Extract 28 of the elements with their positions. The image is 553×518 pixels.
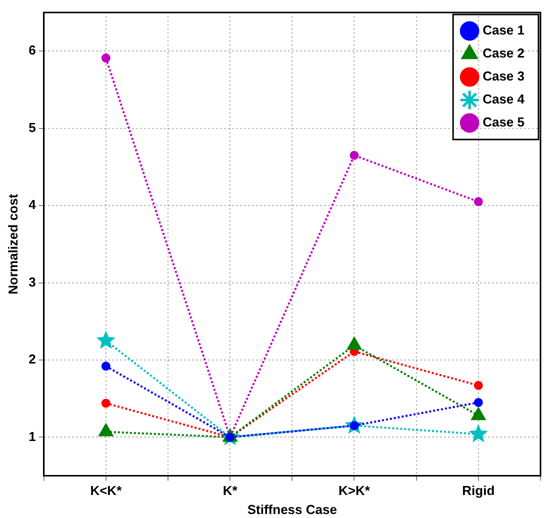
point [470, 407, 486, 420]
point [468, 424, 488, 442]
legend-label: Case 1 [482, 22, 524, 38]
y-tick-label: 3 [28, 274, 36, 290]
point [350, 150, 359, 160]
y-tick-label: 1 [28, 428, 36, 444]
point [101, 398, 110, 408]
y-tick-label: 6 [28, 42, 36, 58]
legend-label: Case 4 [482, 92, 526, 107]
point [474, 398, 483, 407]
x-axis-title: Stiffness Case [247, 502, 337, 517]
point [98, 423, 114, 436]
x-tick-label: K* [222, 483, 238, 498]
point [101, 362, 110, 371]
y-tick-label: 4 [28, 197, 37, 212]
point [474, 197, 483, 206]
y-axis-title: Normalized cost [5, 193, 20, 294]
x-tick-label: K>K* [338, 483, 371, 498]
x-tick-label: Rigid [462, 483, 495, 498]
point [101, 54, 110, 63]
y-tick-label: 2 [28, 352, 36, 367]
y-tick-label: 5 [28, 120, 36, 135]
x-tick-label: K<K* [90, 483, 123, 498]
legend-label: Case 5 [482, 114, 524, 130]
point [474, 380, 483, 390]
legend-label: Case 2 [482, 46, 524, 61]
point [96, 330, 116, 349]
legend-label: Case 3 [482, 68, 524, 84]
